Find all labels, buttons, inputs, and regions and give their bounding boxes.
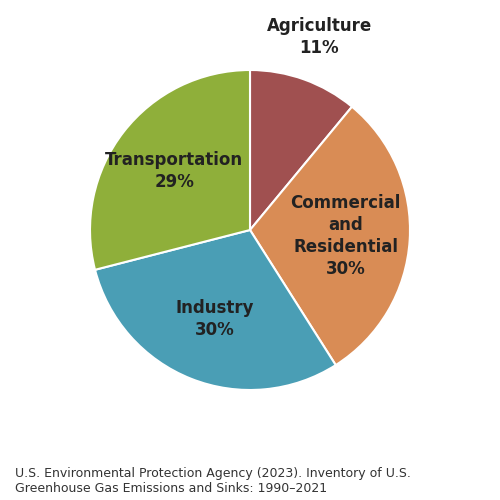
Wedge shape <box>250 106 410 365</box>
Text: Transportation
29%: Transportation 29% <box>105 151 243 192</box>
Text: Agriculture
11%: Agriculture 11% <box>266 17 372 58</box>
Text: Commercial
and
Residential
30%: Commercial and Residential 30% <box>290 194 401 278</box>
Text: U.S. Environmental Protection Agency (2023). Inventory of U.S.
Greenhouse Gas Em: U.S. Environmental Protection Agency (20… <box>15 467 411 495</box>
Text: Industry
30%: Industry 30% <box>176 299 254 340</box>
Wedge shape <box>95 230 336 390</box>
Wedge shape <box>90 70 250 270</box>
Wedge shape <box>250 70 352 230</box>
